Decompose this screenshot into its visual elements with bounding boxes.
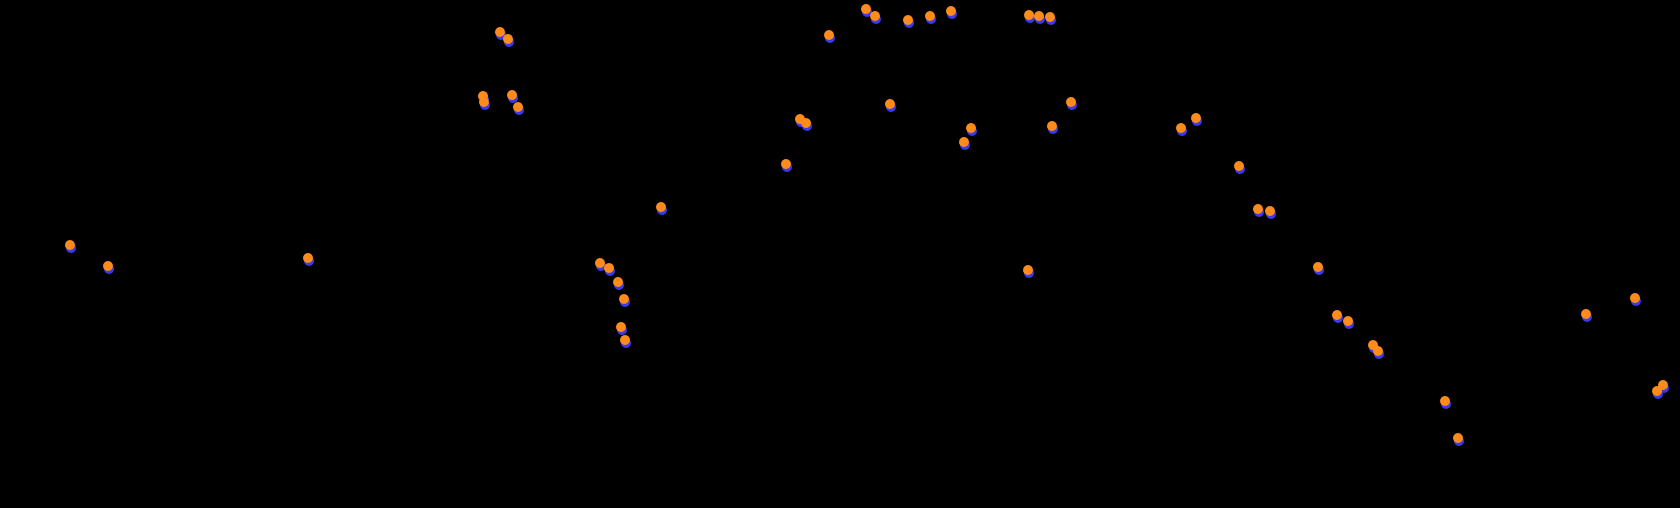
point-overlayer [656,202,666,212]
point-overlayer [65,240,75,250]
point-overlayer [1581,309,1591,319]
point-overlayer [303,253,313,263]
point-overlayer [1343,316,1353,326]
point-overlayer [1373,346,1383,356]
point-overlayer [503,34,513,44]
point-overlayer [959,137,969,147]
point-overlayer [1024,10,1034,20]
scatter-plot [0,0,1680,508]
point-overlayer [1440,396,1450,406]
point-overlayer [619,294,629,304]
point-overlayer [1630,293,1640,303]
point-overlayer [925,11,935,21]
point-overlayer [1453,433,1463,443]
point-overlayer [1265,206,1275,216]
point-overlayer [507,90,517,100]
point-overlayer [1332,310,1342,320]
point-overlayer [801,118,811,128]
point-overlayer [1234,161,1244,171]
point-overlayer [946,6,956,16]
point-overlayer [616,322,626,332]
point-overlayer [1045,12,1055,22]
point-overlayer [479,97,489,107]
point-overlayer [903,15,913,25]
point-overlayer [604,263,614,273]
point-overlayer [1023,265,1033,275]
point-overlayer [861,4,871,14]
point-overlayer [781,159,791,169]
point-overlayer [1191,113,1201,123]
point-overlayer [966,123,976,133]
point-overlayer [1066,97,1076,107]
point-overlayer [1034,11,1044,21]
point-overlayer [613,277,623,287]
point-overlayer [103,261,113,271]
point-overlayer [620,335,630,345]
point-overlayer [1253,204,1263,214]
point-overlayer [885,99,895,109]
point-overlayer [1176,123,1186,133]
point-overlayer [1313,262,1323,272]
point-overlayer [870,11,880,21]
point-overlayer [513,102,523,112]
point-overlayer [1658,380,1668,390]
point-overlayer [1047,121,1057,131]
point-overlayer [824,30,834,40]
